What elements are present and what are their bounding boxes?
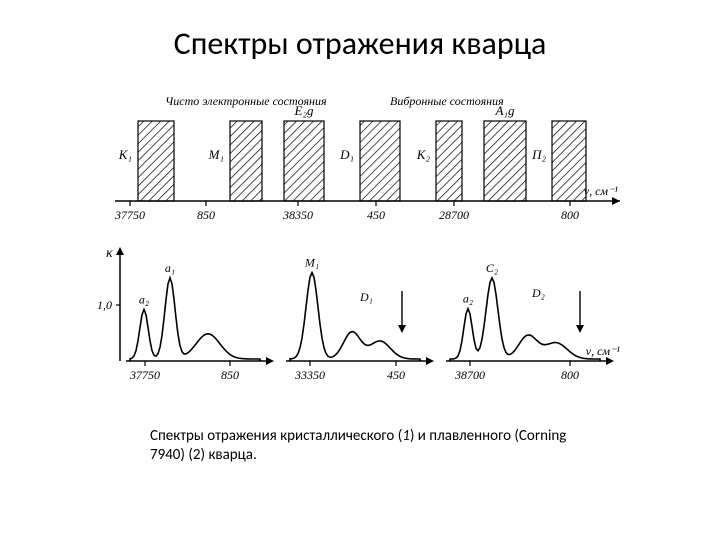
svg-text:1,0: 1,0: [97, 298, 112, 312]
svg-text:Вибронные состояния: Вибронные состояния: [390, 94, 504, 108]
svg-text:κ: κ: [106, 246, 113, 261]
svg-text:850: 850: [197, 208, 215, 222]
svg-text:800: 800: [561, 208, 579, 222]
svg-text:37750: 37750: [114, 208, 145, 222]
svg-text:M₁: M₁: [208, 147, 224, 162]
svg-text:ν, cм⁻¹: ν, cм⁻¹: [586, 344, 621, 358]
svg-text:D₁: D₁: [359, 290, 373, 304]
svg-text:K₂: K₂: [416, 147, 431, 162]
svg-text:850: 850: [221, 368, 239, 382]
svg-text:Π₂: Π₂: [531, 147, 546, 162]
svg-text:33350: 33350: [294, 368, 325, 382]
page-title: Спектры отражения кварца: [0, 0, 720, 71]
svg-text:37750: 37750: [129, 368, 160, 382]
caption-text: Спектры отражения кристаллического (: [150, 427, 402, 445]
svg-text:a₁: a₁: [165, 261, 175, 275]
svg-text:E₂g: E₂g: [294, 103, 314, 118]
figure-caption: Спектры отражения кристаллического (1) и…: [150, 427, 570, 465]
svg-text:450: 450: [387, 368, 405, 382]
svg-text:38350: 38350: [282, 208, 313, 222]
svg-text:a₂: a₂: [139, 293, 149, 307]
svg-text:38700: 38700: [454, 368, 485, 382]
svg-text:D₂: D₂: [531, 286, 545, 300]
spectra-svg: Чисто электронные состоянияВибронные сос…: [80, 91, 640, 411]
svg-text:C₂: C₂: [486, 261, 498, 275]
caption-index: 1: [402, 427, 410, 445]
svg-text:800: 800: [561, 368, 579, 382]
svg-text:K₁: K₁: [118, 147, 132, 162]
svg-text:a₂: a₂: [463, 292, 473, 306]
svg-text:28700: 28700: [439, 208, 469, 222]
spectra-figure: Чисто электронные состоянияВибронные сос…: [80, 91, 640, 411]
svg-text:ν, см⁻¹: ν, см⁻¹: [584, 184, 619, 198]
svg-text:D₁: D₁: [339, 147, 354, 162]
svg-text:M₁: M₁: [304, 256, 319, 270]
svg-text:A₁g: A₁g: [495, 103, 515, 118]
svg-text:450: 450: [367, 208, 385, 222]
